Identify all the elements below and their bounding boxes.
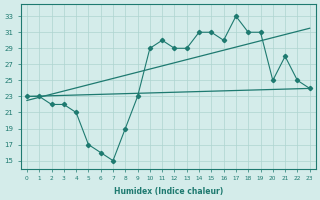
- X-axis label: Humidex (Indice chaleur): Humidex (Indice chaleur): [114, 187, 223, 196]
